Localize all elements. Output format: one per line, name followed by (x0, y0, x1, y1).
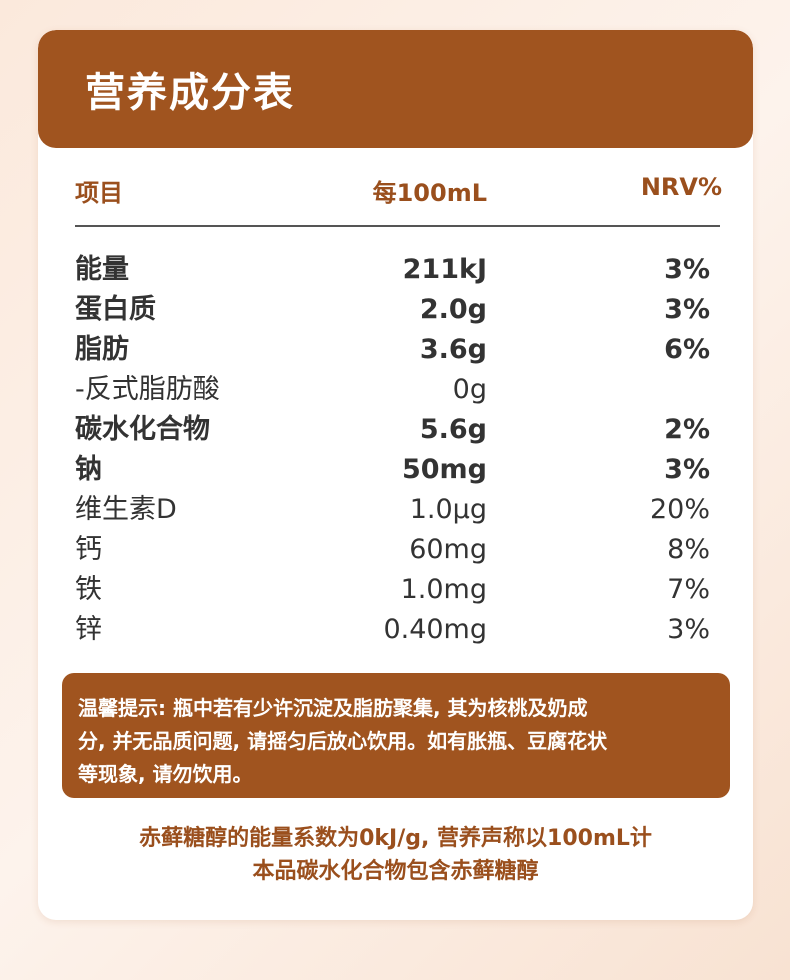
row-nrv: 3% (664, 454, 710, 485)
row-name: 碳水化合物 (75, 414, 210, 445)
row-nrv: 3% (664, 294, 710, 325)
row-amount: 211kJ (402, 254, 487, 285)
row-amount: 2.0g (419, 294, 487, 325)
row-name: 能量 (75, 254, 129, 285)
row-amount: 3.6g (419, 334, 487, 365)
column-header: 项目 (75, 179, 123, 207)
row-amount: 5.6g (419, 414, 487, 445)
row-amount: 0.40mg (383, 614, 487, 645)
row-amount: 60mg (409, 534, 487, 565)
notice-text: 分, 并无品质问题, 请摇匀后放心饮用。如有胀瓶、豆腐花状 (78, 729, 608, 753)
row-name: 铁 (75, 574, 102, 605)
footnote-text: 赤藓糖醇的能量系数为0kJ/g, 营养声称以100mL计 (139, 826, 652, 851)
nutrition-card: 营养成分表 温馨提示: 瓶中若有少许沉淀及脂肪聚集, 其为核桃及奶成 分, 并无品… (38, 30, 753, 920)
column-header: 每100mL (372, 179, 487, 207)
row-name: -反式脂肪酸 (75, 374, 220, 405)
notice-text: 温馨提示: 瓶中若有少许沉淀及脂肪聚集, 其为核桃及奶成 (78, 696, 588, 720)
column-header: NRV% (640, 173, 722, 201)
title: 营养成分表 (85, 70, 295, 116)
row-nrv: 3% (667, 614, 710, 645)
notice-text: 等现象, 请勿饮用。 (78, 762, 253, 786)
row-amount: 50mg (401, 454, 487, 485)
row-nrv: 8% (667, 534, 710, 565)
row-name: 脂肪 (75, 334, 129, 365)
row-amount: 1.0mg (400, 574, 487, 605)
row-nrv: 2% (664, 414, 710, 445)
row-nrv: 20% (649, 494, 710, 525)
footnote-text: 本品碳水化合物包含赤藓糖醇 (252, 859, 539, 884)
row-name: 维生素D (75, 494, 177, 525)
row-amount: 1.0μg (409, 494, 487, 525)
row-nrv: 7% (667, 574, 710, 605)
row-name: 钙 (75, 534, 102, 565)
header-rule (75, 225, 720, 227)
row-name: 蛋白质 (75, 294, 156, 325)
row-nrv: 6% (664, 334, 710, 365)
row-name: 锌 (75, 614, 102, 645)
notice-box: 温馨提示: 瓶中若有少许沉淀及脂肪聚集, 其为核桃及奶成 分, 并无品质问题, 请… (62, 673, 730, 798)
header-bar: 营养成分表 (38, 30, 753, 148)
row-name: 钠 (75, 454, 102, 485)
row-nrv: 3% (664, 254, 710, 285)
row-amount: 0g (452, 374, 487, 405)
